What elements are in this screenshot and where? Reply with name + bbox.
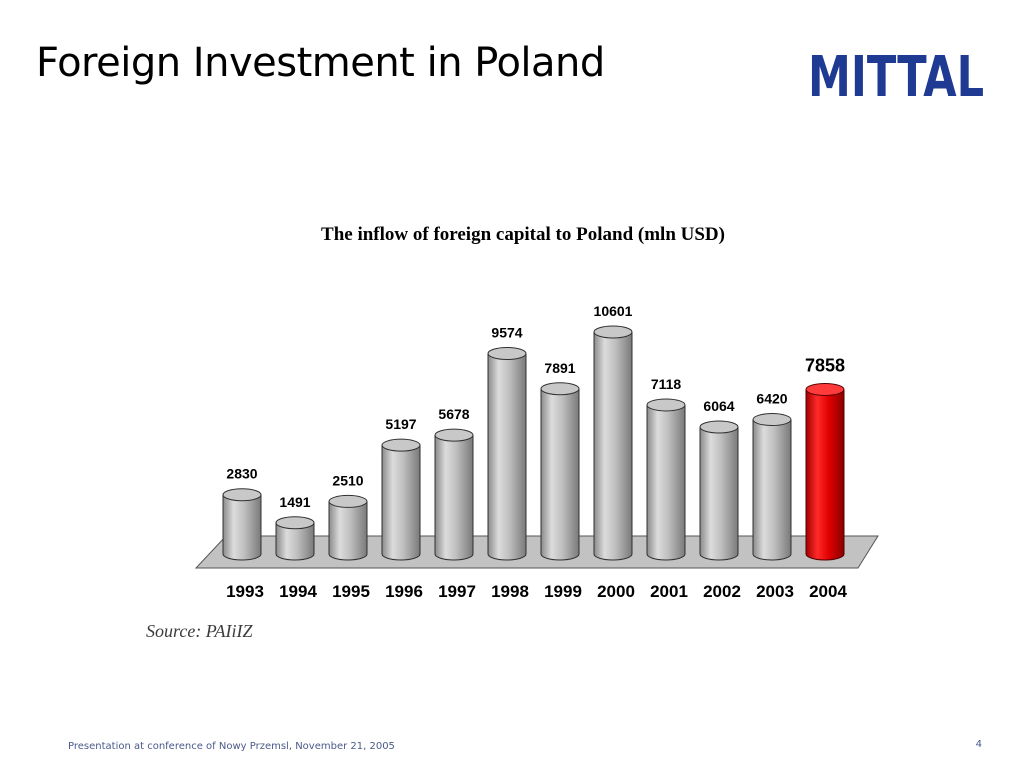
x-tick-1999: 1999	[544, 582, 582, 601]
bar-body	[806, 389, 844, 554]
bar-1995	[328, 494, 368, 561]
bar-cap	[328, 494, 368, 508]
bar-cap	[646, 398, 686, 412]
x-tick-1993: 1993	[226, 582, 264, 601]
value-label-2002: 6064	[703, 398, 734, 414]
chart-title: The inflow of foreign capital to Poland …	[321, 224, 725, 245]
bar-body	[382, 445, 420, 554]
bar-body	[223, 494, 261, 554]
x-tick-1998: 1998	[491, 582, 529, 601]
bar-cap	[222, 488, 262, 502]
bar-cap	[487, 347, 527, 361]
x-tick-2001: 2001	[650, 582, 688, 601]
value-label-1994: 1491	[279, 494, 310, 510]
value-label-1996: 5197	[385, 416, 416, 432]
x-tick-1997: 1997	[438, 582, 476, 601]
bar-cap	[699, 420, 739, 434]
page-number: 4	[975, 739, 982, 750]
bar-cap	[434, 428, 474, 442]
bar-2000	[593, 325, 633, 561]
bar-2001	[646, 398, 686, 561]
mittal-logo: MITTAL	[808, 46, 984, 106]
value-label-2004: 7858	[805, 355, 845, 375]
bar-cap	[752, 413, 792, 427]
value-labels-group: 2830 1491 2510 5197 5678 9574 7891 10601 7118 606…	[226, 303, 845, 510]
value-label-1999: 7891	[544, 360, 575, 376]
bar-cap	[593, 325, 633, 339]
bar-1998	[487, 347, 527, 561]
source-note: Source: PAIiIZ	[146, 621, 253, 641]
value-label-1993: 2830	[226, 466, 257, 482]
value-label-2001: 7118	[651, 376, 682, 392]
slide-title: Foreign Investment in Poland	[36, 40, 605, 86]
x-tick-1996: 1996	[385, 582, 423, 601]
bar-body	[435, 435, 473, 554]
footer-text: Presentation at conference of Nowy Przem…	[68, 741, 395, 752]
bar-cap	[381, 438, 421, 452]
x-tick-2002: 2002	[703, 582, 741, 601]
bar-body	[753, 419, 791, 554]
bar-2003	[752, 413, 792, 561]
bar-2002	[699, 420, 739, 561]
bar-body	[541, 388, 579, 554]
x-tick-2004: 2004	[809, 582, 847, 601]
bar-body	[594, 332, 632, 554]
bar-2004	[805, 382, 845, 561]
bars-group	[222, 325, 845, 561]
bar-body	[488, 353, 526, 554]
bar-body	[329, 501, 367, 554]
bar-1993	[222, 488, 262, 561]
x-tick-1995: 1995	[332, 582, 370, 601]
x-tick-1994: 1994	[279, 582, 317, 601]
x-tick-labels-group: 1993 1994 1995 1996 1997 1998 1999 2000 2001 2002…	[226, 582, 847, 601]
bar-cap	[540, 382, 580, 396]
value-label-1995: 2510	[332, 472, 363, 488]
x-tick-2000: 2000	[597, 582, 635, 601]
bar-1999	[540, 382, 580, 561]
value-label-2000: 10601	[594, 303, 633, 319]
value-label-1998: 9574	[491, 325, 522, 341]
bar-cap	[275, 516, 315, 530]
bar-cap	[805, 382, 845, 396]
value-label-1997: 5678	[438, 406, 469, 422]
bar-1997	[434, 428, 474, 561]
bar-1994	[275, 516, 315, 561]
bar-body	[700, 427, 738, 554]
value-label-2003: 6420	[756, 391, 787, 407]
bar-body	[647, 404, 685, 554]
x-tick-2003: 2003	[756, 582, 794, 601]
logo-text: MITTAL	[808, 46, 984, 106]
bar-1996	[381, 438, 421, 561]
